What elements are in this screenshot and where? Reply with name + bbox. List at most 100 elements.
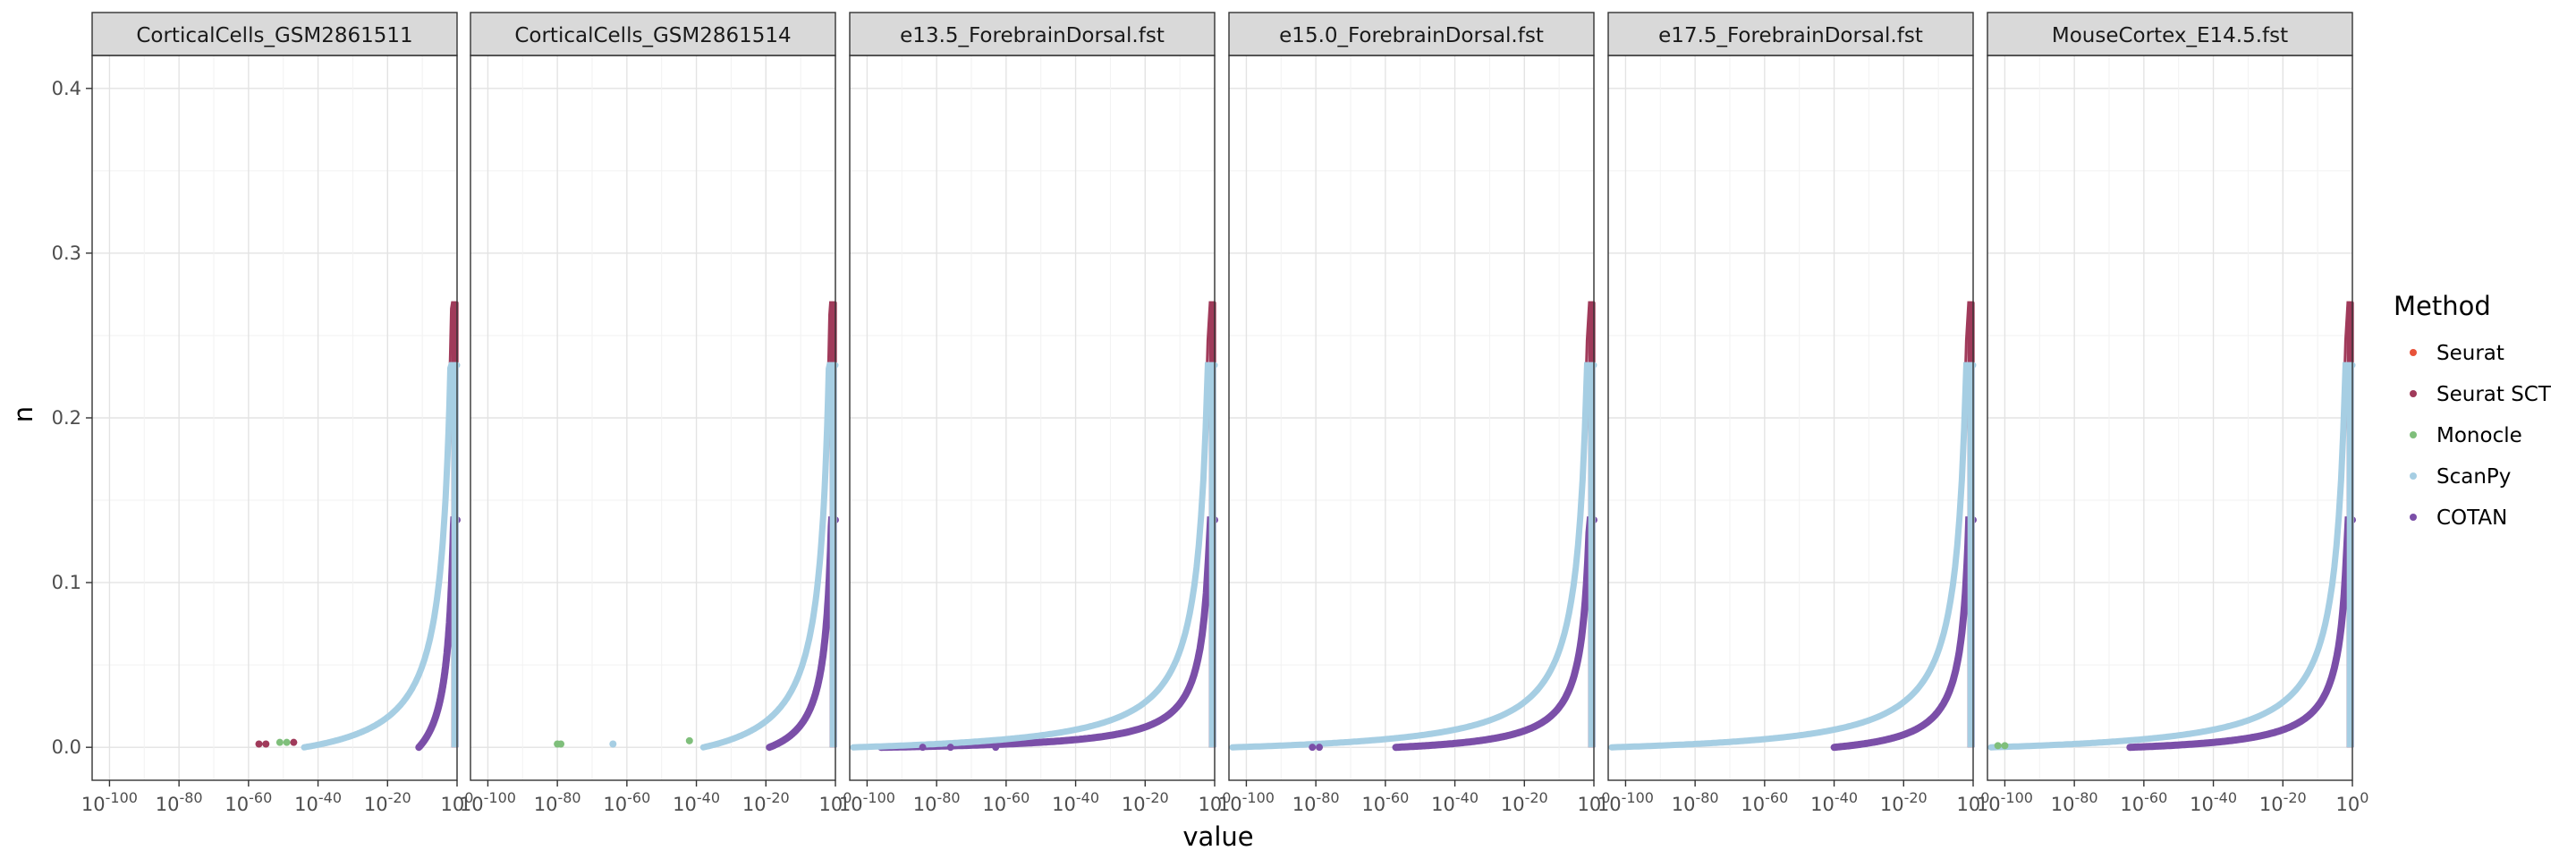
legend-key xyxy=(2410,431,2417,438)
data-point xyxy=(919,744,927,752)
panel-border xyxy=(470,55,836,781)
x-tick-label: 10-20 xyxy=(1122,789,1169,815)
x-tick-label: 100 xyxy=(1578,789,1611,815)
panel-border xyxy=(1228,55,1595,781)
facet-title: e15.0_ForebrainDorsal.fst xyxy=(1279,24,1544,47)
facet-title: CorticalCells_GSM2861511 xyxy=(136,24,412,47)
x-tick-label: 10-40 xyxy=(1052,789,1099,815)
curve-layer xyxy=(699,301,839,752)
curve-layer xyxy=(1608,301,1977,752)
x-tick-label: 10-100 xyxy=(1977,789,2033,815)
series-cotan-curve xyxy=(1392,516,1597,752)
x-tick-label: 10-100 xyxy=(1597,789,1654,815)
data-point xyxy=(255,740,263,748)
legend-label: Monocle xyxy=(2436,424,2522,447)
x-tick-label: 10-60 xyxy=(2120,789,2167,815)
y-tick-label: 0.4 xyxy=(52,78,81,99)
data-point xyxy=(1994,742,2002,750)
series-cotan-curve xyxy=(1830,516,1977,752)
facet-title: CorticalCells_GSM2861514 xyxy=(514,24,791,47)
panels-layer: CorticalCells_GSM2861511 10-100 10-80 10-60… xyxy=(81,12,2368,815)
x-tick-label: 10-80 xyxy=(913,789,961,815)
facet-panel: e17.5_ForebrainDorsal.fst 10-100 10-80 10-6… xyxy=(1597,12,1990,815)
legend-key xyxy=(2410,390,2417,397)
curve-layer xyxy=(850,301,1218,752)
panel-border xyxy=(1987,55,2353,781)
series-scanpy-curve xyxy=(850,361,1218,751)
series-scanpy-curve xyxy=(1608,361,1977,751)
legend-label: ScanPy xyxy=(2436,465,2511,489)
x-tick-label: 10-20 xyxy=(1880,789,1928,815)
legend-key xyxy=(2410,349,2417,356)
x-axis-title: value xyxy=(1182,821,1253,852)
x-tick-label: 10-80 xyxy=(156,789,203,815)
x-tick-label: 10-40 xyxy=(1810,789,1858,815)
series-cotan-curve xyxy=(2126,516,2356,752)
legend-label: Seurat SCT xyxy=(2436,383,2552,406)
data-point xyxy=(1316,744,1324,752)
legend: Method Seurat Seurat SCT Monocle ScanPy COTA… xyxy=(2394,291,2552,530)
legend-key xyxy=(2410,514,2417,521)
x-tick-label: 10-40 xyxy=(673,789,720,815)
data-point xyxy=(262,740,270,748)
x-tick-label: 10-80 xyxy=(1292,789,1340,815)
x-tick-label: 100 xyxy=(819,789,852,815)
x-tick-label: 10-100 xyxy=(839,789,895,815)
data-point xyxy=(609,740,617,748)
y-tick-label: 0.1 xyxy=(52,572,81,593)
y-tick-label: 0.2 xyxy=(52,407,81,429)
panel-border xyxy=(1607,55,1974,781)
x-tick-label: 10-20 xyxy=(2259,789,2307,815)
y-tick-label: 0.3 xyxy=(52,242,81,264)
data-point xyxy=(1309,744,1317,752)
x-tick-label: 10-80 xyxy=(1672,789,1719,815)
facet-panel: e13.5_ForebrainDorsal.fst 10-100 10-80 10-6… xyxy=(839,12,1232,815)
data-point xyxy=(2001,742,2009,750)
series-scanpy-curve xyxy=(301,361,461,751)
facet-title: MouseCortex_E14.5.fst xyxy=(2052,24,2288,47)
facet-panel: CorticalCells_GSM2861514 10-100 10-80 10-60… xyxy=(460,12,852,815)
facet-strip xyxy=(470,12,836,56)
series-cotan-curve xyxy=(766,516,839,752)
panel-border xyxy=(849,55,1216,781)
data-point xyxy=(992,744,1000,752)
facet-title: e17.5_ForebrainDorsal.fst xyxy=(1658,24,1923,47)
data-point xyxy=(685,736,693,744)
legend-label: COTAN xyxy=(2436,506,2507,530)
y-axis-title: n xyxy=(8,406,38,422)
x-tick-label: 10-20 xyxy=(364,789,411,815)
x-tick-label: 10-40 xyxy=(2190,789,2237,815)
data-point xyxy=(283,738,291,746)
facet-strip xyxy=(1987,12,2353,56)
x-tick-label: 10-100 xyxy=(81,789,138,815)
x-tick-label: 10-60 xyxy=(1361,789,1409,815)
data-point xyxy=(290,738,298,746)
x-tick-label: 10-100 xyxy=(460,789,516,815)
x-tick-label: 100 xyxy=(1199,789,1232,815)
legend-key xyxy=(2410,472,2417,480)
x-tick-label: 10-100 xyxy=(1218,789,1275,815)
data-point xyxy=(946,744,954,752)
legend-title: Method xyxy=(2394,291,2491,321)
x-tick-label: 100 xyxy=(1957,789,1990,815)
x-tick-label: 10-60 xyxy=(1741,789,1788,815)
facet-panel: MouseCortex_E14.5.fst 10-100 10-80 10-60 10-… xyxy=(1977,12,2368,815)
x-tick-label: 10-60 xyxy=(225,789,272,815)
curve-layer xyxy=(301,301,461,752)
x-tick-label: 10-20 xyxy=(1501,789,1548,815)
x-tick-label: 10-20 xyxy=(742,789,790,815)
x-tick-label: 100 xyxy=(441,789,474,815)
curve-layer xyxy=(1987,301,2356,752)
series-scanpy-curve xyxy=(699,361,839,751)
data-point xyxy=(275,738,284,746)
x-tick-label: 10-60 xyxy=(603,789,650,815)
x-tick-label: 10-60 xyxy=(982,789,1030,815)
facet-title: e13.5_ForebrainDorsal.fst xyxy=(900,24,1165,47)
series-scanpy-curve xyxy=(1987,361,2356,751)
y-axis: 0.0 0.1 0.2 0.3 0.4 xyxy=(52,78,92,758)
series-cotan-curve xyxy=(415,516,461,752)
data-point xyxy=(557,740,565,748)
x-tick-label: 10-80 xyxy=(2051,789,2098,815)
facet-strip xyxy=(849,12,1216,56)
